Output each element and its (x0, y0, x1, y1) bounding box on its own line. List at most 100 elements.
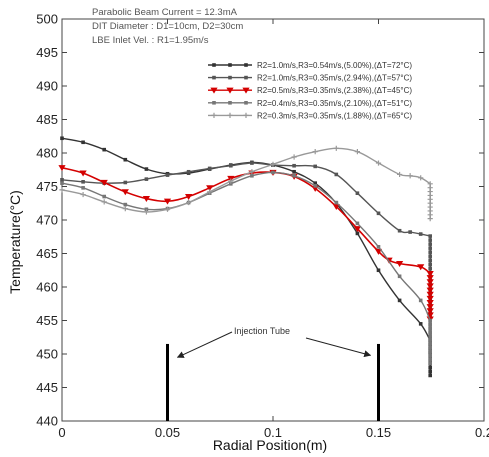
series-point (428, 322, 432, 327)
series-point (185, 193, 193, 200)
series-point (397, 274, 402, 279)
note-dit-diameter: DIT Diameter : D1=10cm, D2=30cm (92, 21, 243, 32)
series-point (59, 187, 65, 193)
series-point (408, 230, 412, 234)
series-point (334, 172, 339, 177)
series-point (428, 326, 432, 331)
series-point (428, 353, 432, 358)
series-point (228, 178, 234, 184)
series-point (228, 75, 232, 80)
legend-item: R2=0.4m/s,R3=0.35m/s,(2.10%),(ΔT=51°C) (208, 99, 412, 108)
series-point (226, 87, 234, 94)
notes: Parabolic Beam Current = 12.3mA DIT Diam… (92, 7, 243, 46)
y-tick-label: 475 (36, 179, 58, 194)
series-point (426, 283, 434, 290)
series-point (426, 287, 434, 294)
series-point (426, 304, 434, 311)
series-point (211, 112, 217, 118)
series-point (244, 101, 248, 105)
series-point (426, 291, 434, 298)
series-point (292, 173, 296, 178)
series-point (426, 275, 434, 282)
series-point (397, 228, 402, 233)
series-point (123, 180, 128, 185)
series-point (244, 75, 248, 80)
series-point (428, 369, 432, 374)
series-point (212, 75, 216, 80)
series-point (164, 206, 171, 212)
legend-label: R2=0.5m/s,R3=0.35m/s,(2.38%),(ΔT=45°C) (257, 86, 412, 95)
injection-tube-bar (377, 343, 380, 421)
series-point (376, 211, 381, 216)
series-point (291, 154, 297, 160)
series-point (428, 254, 432, 258)
series-point (163, 198, 172, 205)
series-point (334, 200, 339, 205)
series-point (354, 149, 360, 155)
annotation-arrow-left (176, 331, 233, 358)
series-point (332, 204, 340, 210)
x-axis-title: Radial Position(m) (213, 437, 327, 453)
series-point (250, 173, 254, 178)
series-point (100, 179, 108, 186)
series-point (374, 248, 383, 255)
y-tick-label: 490 (36, 79, 58, 94)
series-point (313, 184, 317, 188)
series-point (144, 207, 149, 212)
series-point (207, 189, 213, 195)
series-point (353, 226, 361, 233)
series-point (428, 342, 432, 346)
y-tick-label: 470 (36, 213, 58, 228)
series-5 (59, 145, 433, 222)
series-point (427, 212, 433, 218)
series-point (58, 165, 66, 172)
series-point (313, 181, 317, 185)
series-point (60, 178, 64, 182)
series-point (186, 169, 191, 174)
series-layer (58, 136, 434, 378)
series-point (418, 322, 423, 326)
series-point (428, 246, 432, 250)
injection-tube-label: Injection Tube (234, 326, 290, 336)
legend-label: R2=0.4m/s,R3=0.35m/s,(2.10%),(ΔT=51°C) (257, 99, 412, 108)
series-point (207, 166, 212, 171)
y-tick-label: 500 (36, 12, 58, 27)
legend: R2=1.0m/s,R3=0.54m/s,(5.00%),(ΔT=72°C) R2… (208, 61, 412, 120)
series-point (428, 318, 432, 323)
series-point (313, 164, 317, 169)
series-point (407, 173, 413, 179)
series-point (243, 112, 249, 118)
series-point (397, 298, 402, 303)
series-point (428, 250, 432, 254)
series-point (271, 170, 275, 175)
series-point (418, 232, 423, 236)
series-point (428, 365, 432, 370)
series-point (428, 258, 432, 262)
series-point (81, 180, 85, 184)
x-tick-label: 0.2 (475, 425, 489, 440)
series-point (122, 206, 128, 212)
series-point (376, 268, 381, 273)
series-point (292, 169, 296, 174)
series-point (428, 234, 432, 238)
x-tick-label: 0.1 (264, 425, 282, 440)
legend-label: R2=1.0m/s,R3=0.35m/s,(2.94%),(ΔT=57°C) (257, 74, 412, 83)
series-point (80, 191, 86, 198)
y-tick-label: 480 (36, 146, 58, 161)
series-point (142, 195, 150, 202)
y-tick-label: 450 (36, 347, 58, 362)
series-point (249, 169, 255, 175)
series-point (144, 177, 149, 181)
series-point (244, 63, 248, 67)
series-point (121, 189, 129, 196)
series-point (355, 191, 360, 195)
x-tick-label: 0.15 (366, 425, 391, 440)
series-point (333, 145, 339, 151)
series-point (227, 112, 233, 118)
series-point (426, 312, 434, 319)
series-line (61, 137, 431, 341)
injection-tube-bar (166, 343, 169, 421)
series-point (428, 238, 432, 242)
series-point (212, 63, 216, 67)
series-point (143, 209, 149, 215)
